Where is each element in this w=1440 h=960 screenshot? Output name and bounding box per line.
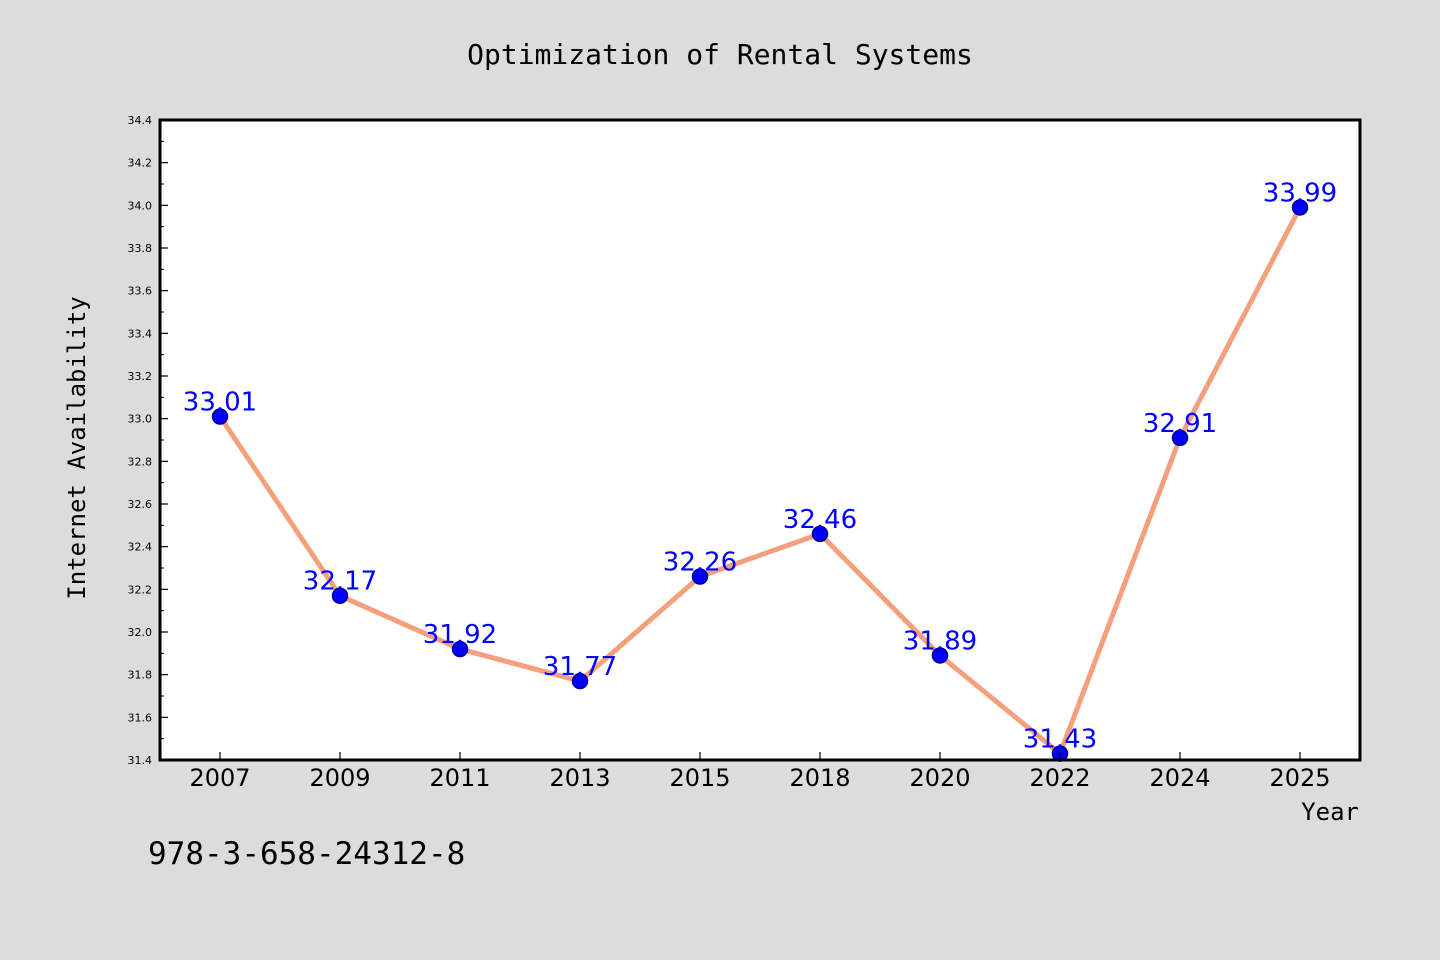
x-tick-label: 2020 — [909, 764, 970, 792]
y-tick-label: 31.6 — [128, 711, 153, 724]
y-axis-label: Internet Availability — [63, 296, 91, 599]
data-label: 32.26 — [663, 548, 737, 578]
y-tick-label: 32.4 — [128, 541, 153, 554]
x-tick-label: 2018 — [789, 764, 850, 792]
y-tick-label: 33.4 — [128, 327, 153, 340]
y-tick-label: 34.0 — [128, 199, 153, 212]
x-tick-label: 2013 — [549, 764, 610, 792]
plot-area — [160, 120, 1360, 760]
series-line — [217, 204, 1303, 757]
y-tick-label: 32.2 — [128, 583, 153, 596]
x-axis: 2007 2009 2011 2013 2015 2018 2020 2022 2024 2025 — [189, 752, 1331, 792]
data-point — [571, 672, 589, 690]
data-point — [211, 408, 229, 425]
data-label: 32.91 — [1143, 409, 1217, 439]
y-tick-label: 34.4 — [128, 114, 153, 127]
data-point — [451, 640, 469, 658]
data-label: 33.99 — [1263, 178, 1337, 208]
x-tick-label: 2011 — [429, 764, 490, 792]
chart-marks: 33.01 32.17 31.92 31.77 32.26 32.46 31.89 31.43… — [183, 178, 1337, 762]
x-tick-label: 2022 — [1029, 764, 1090, 792]
y-axis: 31.4 31.6 31.8 32.0 32.2 32.4 32.6 32.8 33.0 33.2… — [128, 114, 168, 767]
x-tick-label: 2015 — [669, 764, 730, 792]
y-tick-label: 32.6 — [128, 498, 153, 511]
y-tick-label: 31.8 — [128, 669, 153, 682]
data-label: 32.46 — [783, 505, 857, 535]
data-point — [1291, 199, 1309, 216]
y-tick-label: 33.2 — [128, 370, 153, 383]
data-label: 31.89 — [903, 626, 977, 656]
data-point — [331, 587, 349, 604]
y-tick-label: 32.0 — [128, 626, 153, 639]
data-label: 33.01 — [183, 388, 257, 418]
data-label: 31.43 — [1023, 725, 1097, 755]
y-tick-label: 31.4 — [128, 754, 153, 767]
data-point — [1171, 429, 1189, 447]
data-label: 32.17 — [303, 567, 377, 597]
x-tick-label: 2025 — [1269, 764, 1330, 792]
x-tick-label: 2007 — [189, 764, 250, 792]
data-point — [691, 568, 709, 585]
y-tick-label: 32.8 — [128, 455, 153, 468]
data-point — [931, 647, 949, 664]
data-label: 31.92 — [423, 620, 497, 650]
y-tick-label: 33.6 — [128, 285, 153, 298]
x-tick-label: 2024 — [1149, 764, 1210, 792]
isbn-annotation: 978-3-658-24312-8 — [148, 836, 465, 872]
x-tick-label: 2009 — [309, 764, 370, 792]
y-tick-label: 34.2 — [128, 157, 153, 170]
chart-title: Optimization of Rental Systems — [467, 38, 973, 71]
x-axis-label: Year — [1301, 798, 1359, 826]
data-point — [811, 525, 829, 543]
y-tick-label: 33.8 — [128, 242, 153, 255]
y-tick-label: 33.0 — [128, 413, 153, 426]
data-label: 31.77 — [543, 652, 617, 682]
